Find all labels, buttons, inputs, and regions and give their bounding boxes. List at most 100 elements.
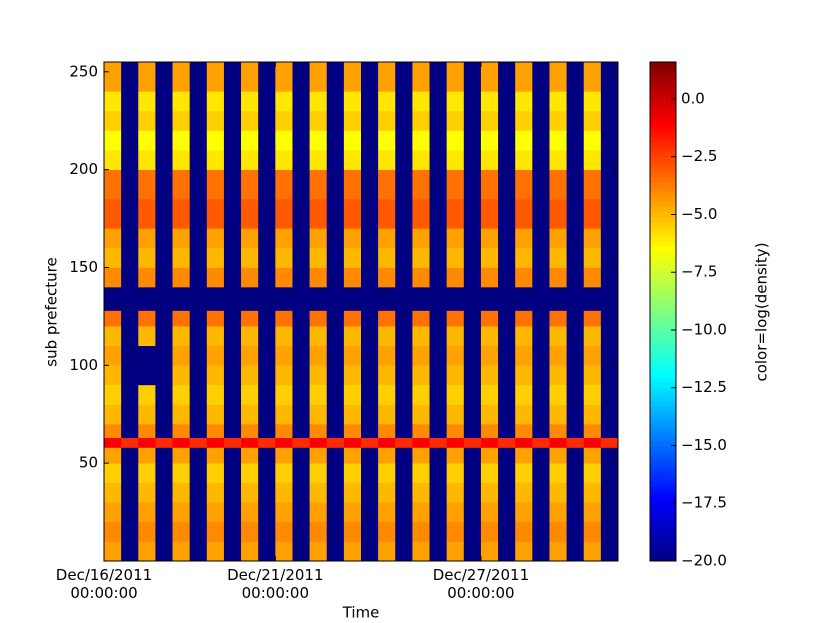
heatmap-cell <box>395 541 413 562</box>
heatmap-cell <box>429 502 447 523</box>
heatmap-cell <box>138 424 156 439</box>
heatmap-cell <box>361 130 379 151</box>
heatmap-cell <box>446 424 465 439</box>
heatmap-cell <box>600 169 619 200</box>
heatmap-cell <box>241 437 259 448</box>
heatmap-cell <box>412 447 430 464</box>
heatmap-cell <box>155 150 173 170</box>
heatmap-cell <box>600 463 619 484</box>
heatmap-cell <box>480 502 499 523</box>
heatmap-cell <box>326 310 345 327</box>
heatmap-cell <box>463 310 482 327</box>
heatmap-cell <box>326 365 345 386</box>
heatmap-cell <box>532 502 550 523</box>
heatmap-cell <box>121 91 139 112</box>
heatmap-cell <box>361 326 379 347</box>
heatmap-cell <box>189 437 208 448</box>
heatmap-cell <box>549 365 567 386</box>
heatmap-cell <box>549 345 567 366</box>
heatmap-cell <box>566 198 585 229</box>
heatmap-cell <box>343 198 362 229</box>
colorbar-swatch <box>650 236 676 243</box>
heatmap-cell <box>532 384 550 405</box>
heatmap-cell <box>189 424 208 439</box>
heatmap-cell <box>258 482 276 503</box>
colorbar-swatch <box>650 361 676 367</box>
heatmap-cell <box>189 326 208 347</box>
heatmap-cell <box>378 345 396 366</box>
heatmap-cell <box>189 310 208 327</box>
heatmap-cell <box>515 384 533 405</box>
heatmap-cell <box>446 437 465 448</box>
colorbar-swatch <box>650 381 676 387</box>
heatmap-cell <box>206 365 225 386</box>
colorbar-swatch <box>650 396 676 402</box>
heatmap-cell <box>463 541 482 562</box>
heatmap-cell <box>121 247 139 268</box>
heatmap-cell <box>515 287 533 311</box>
heatmap-cell <box>498 365 516 386</box>
heatmap-cell <box>172 150 190 170</box>
heatmap-cell <box>189 463 208 484</box>
heatmap-cell <box>121 384 139 405</box>
colorbar-swatch <box>650 531 676 537</box>
heatmap-cell <box>549 541 567 562</box>
heatmap-cell <box>463 247 482 268</box>
heatmap-cell <box>378 110 396 131</box>
heatmap-cell <box>155 247 173 268</box>
heatmap-cell <box>583 198 602 229</box>
colorbar-swatch <box>650 416 676 422</box>
heatmap-cell <box>395 424 413 439</box>
heatmap-cell <box>412 424 430 439</box>
heatmap-cell <box>189 130 208 151</box>
heatmap-cell <box>480 91 499 112</box>
heatmap-cell <box>275 404 293 425</box>
heatmap-cell <box>446 521 465 542</box>
heatmap-cell <box>172 521 190 542</box>
heatmap-cell <box>378 541 396 562</box>
heatmap-cell <box>104 482 122 503</box>
heatmap-cell <box>395 404 413 425</box>
heatmap-cell <box>480 437 499 448</box>
heatmap-cell <box>326 130 345 151</box>
heatmap-cell <box>206 310 225 327</box>
heatmap-cell <box>566 437 585 448</box>
heatmap-cell <box>206 447 225 464</box>
heatmap-cell <box>189 287 208 311</box>
heatmap-cell <box>258 228 276 249</box>
heatmap-cell <box>412 62 430 92</box>
heatmap-cell <box>138 198 156 229</box>
heatmap-cell <box>275 502 293 523</box>
heatmap-cell <box>498 228 516 249</box>
heatmap-cell <box>446 326 465 347</box>
heatmap-cell <box>412 110 430 131</box>
heatmap-cell <box>172 287 190 311</box>
heatmap-cell <box>463 110 482 131</box>
heatmap-cell <box>515 310 533 327</box>
heatmap-cell <box>309 384 328 405</box>
heatmap-cell <box>549 110 567 131</box>
heatmap-cell <box>172 541 190 562</box>
heatmap-cell <box>172 228 190 249</box>
heatmap-cell <box>309 424 328 439</box>
heatmap-cell <box>532 482 550 503</box>
heatmap-cell <box>361 198 379 229</box>
heatmap-cell <box>429 247 447 268</box>
heatmap-cell <box>275 110 293 131</box>
heatmap-cell <box>223 541 242 562</box>
heatmap-cell <box>515 502 533 523</box>
colorbar-swatch <box>650 446 676 452</box>
colorbar-swatch <box>650 511 676 517</box>
colorbar-swatch <box>650 556 676 562</box>
heatmap-cell <box>309 62 328 92</box>
heatmap-cell <box>292 228 310 249</box>
colorbar-swatch <box>650 256 676 263</box>
heatmap-cell <box>429 267 447 288</box>
heatmap-cell <box>275 150 293 170</box>
heatmap-cell <box>532 437 550 448</box>
heatmap-cell <box>600 130 619 151</box>
colorbar-swatch <box>650 441 676 447</box>
heatmap-cell <box>326 169 345 200</box>
heatmap-cell <box>104 502 122 523</box>
heatmap-cell <box>463 198 482 229</box>
